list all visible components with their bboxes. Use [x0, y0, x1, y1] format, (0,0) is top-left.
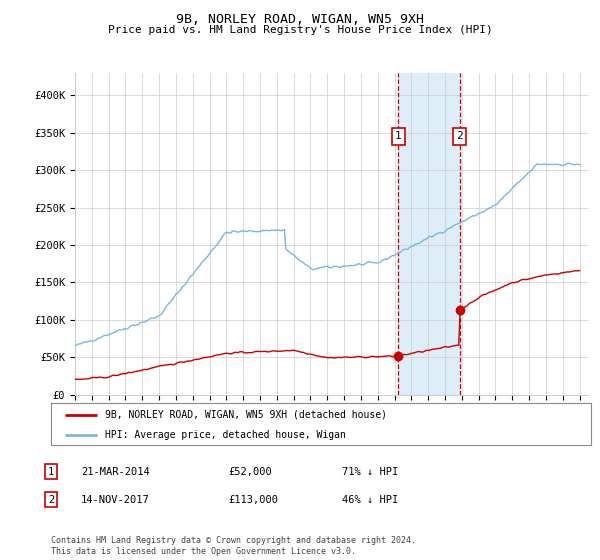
Text: 71% ↓ HPI: 71% ↓ HPI: [342, 466, 398, 477]
Text: Contains HM Land Registry data © Crown copyright and database right 2024.
This d: Contains HM Land Registry data © Crown c…: [51, 536, 416, 556]
Text: 9B, NORLEY ROAD, WIGAN, WN5 9XH (detached house): 9B, NORLEY ROAD, WIGAN, WN5 9XH (detache…: [105, 410, 387, 420]
Text: 2: 2: [456, 132, 463, 142]
Text: 9B, NORLEY ROAD, WIGAN, WN5 9XH: 9B, NORLEY ROAD, WIGAN, WN5 9XH: [176, 13, 424, 26]
Text: 21-MAR-2014: 21-MAR-2014: [81, 466, 150, 477]
Text: HPI: Average price, detached house, Wigan: HPI: Average price, detached house, Wiga…: [105, 430, 346, 440]
Text: 1: 1: [48, 466, 54, 477]
Text: 1: 1: [395, 132, 401, 142]
Text: £113,000: £113,000: [228, 494, 278, 505]
Text: 14-NOV-2017: 14-NOV-2017: [81, 494, 150, 505]
Bar: [398, 73, 460, 395]
Text: £52,000: £52,000: [228, 466, 272, 477]
Text: 46% ↓ HPI: 46% ↓ HPI: [342, 494, 398, 505]
Text: 2: 2: [48, 494, 54, 505]
Text: Price paid vs. HM Land Registry's House Price Index (HPI): Price paid vs. HM Land Registry's House …: [107, 25, 493, 35]
